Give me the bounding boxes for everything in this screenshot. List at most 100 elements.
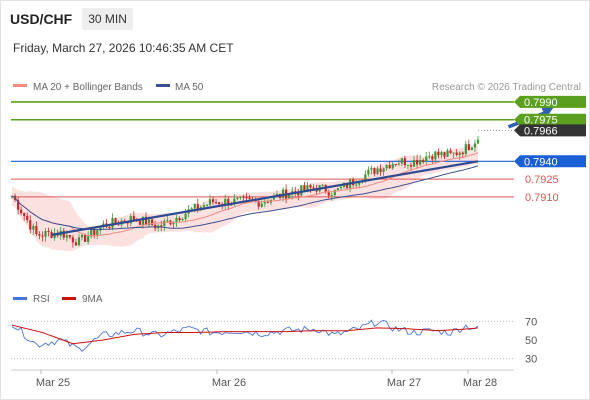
candle <box>443 151 446 160</box>
candle-body <box>358 182 361 185</box>
candle-body <box>406 164 410 166</box>
legend-swatch-9ma <box>62 297 76 300</box>
candle <box>437 148 440 159</box>
candle-body <box>141 216 145 225</box>
candle <box>23 212 26 221</box>
x-tick-label-1: Mar 26 <box>212 377 246 389</box>
candle-body <box>227 199 230 206</box>
candle-body <box>297 192 300 196</box>
candle-body <box>90 228 93 237</box>
candle-body <box>443 152 446 157</box>
candle-body <box>160 225 163 227</box>
candle <box>406 164 410 170</box>
candle-body <box>35 225 38 234</box>
candle-body <box>181 219 184 221</box>
candle <box>62 227 65 241</box>
candle-body <box>467 144 470 151</box>
legend-label-9ma: 9MA <box>82 294 103 305</box>
candle-body <box>382 168 385 173</box>
candle <box>455 149 458 157</box>
candle <box>388 160 391 169</box>
candle-body <box>236 197 239 199</box>
candle-body <box>80 234 84 238</box>
candle <box>373 167 376 177</box>
candle-body <box>288 194 291 199</box>
candle-body <box>446 150 449 157</box>
candle <box>339 186 343 191</box>
legend-swatch-ma50 <box>156 84 170 87</box>
candle <box>151 217 154 227</box>
candle <box>214 198 218 205</box>
candle-body <box>327 192 330 196</box>
candle-body <box>409 164 413 167</box>
candle-body <box>367 169 370 175</box>
candle-body <box>50 232 53 238</box>
candle-body <box>245 197 248 199</box>
candle <box>218 201 221 205</box>
x-tick-label-2: Mar 27 <box>387 377 421 389</box>
candle-body <box>163 220 166 227</box>
candle <box>163 218 166 232</box>
candle-body <box>214 202 218 204</box>
candle <box>473 139 477 153</box>
candle-body <box>452 152 455 154</box>
legend-label-ma20: MA 20 + Bollinger Bands <box>33 82 143 93</box>
candle-body <box>312 187 315 189</box>
candle-body <box>218 202 221 205</box>
candle <box>47 227 50 237</box>
candle-body <box>425 156 428 162</box>
candle-body <box>87 236 90 242</box>
candle-body <box>74 242 78 246</box>
candle-body <box>77 237 81 246</box>
candle-body <box>275 193 279 196</box>
chart-header: USD/CHF 30 MIN <box>10 7 133 31</box>
candle-body <box>339 186 343 189</box>
candle-body <box>373 167 376 174</box>
candle-body <box>166 220 169 222</box>
candle-body <box>202 205 205 208</box>
candle-body <box>178 217 181 221</box>
candle-body <box>38 233 41 236</box>
candle <box>397 159 400 166</box>
candle <box>431 154 434 164</box>
candle <box>181 217 184 222</box>
candle-body <box>461 152 464 155</box>
candle <box>96 229 99 239</box>
candle <box>425 151 428 166</box>
candle <box>370 165 373 175</box>
candle-body <box>108 227 111 229</box>
candle-body <box>266 202 269 204</box>
candle-body <box>96 230 99 235</box>
candle <box>178 216 181 223</box>
last-tag-2 <box>514 124 586 137</box>
candle-body <box>376 168 379 174</box>
candle-body <box>175 217 178 222</box>
candle-body <box>211 199 215 203</box>
candle-body <box>26 215 29 221</box>
candle <box>400 158 403 167</box>
candle-body <box>62 230 65 238</box>
trend-line <box>51 160 479 236</box>
candle-body <box>32 225 35 230</box>
candle-body <box>412 159 416 167</box>
candle <box>391 161 394 170</box>
legend-swatch-rsi <box>13 297 27 300</box>
candle-body <box>239 196 242 198</box>
candle-body <box>333 189 336 196</box>
candle-body <box>476 139 480 144</box>
candle-body <box>242 196 245 198</box>
period-button[interactable]: 30 MIN <box>82 8 133 30</box>
target-label-0: 0.7990 <box>514 95 586 109</box>
candle-body <box>455 152 458 155</box>
candle-body <box>144 216 148 226</box>
candle-body <box>99 226 102 231</box>
candle <box>166 216 169 223</box>
support-label-4: 0.7925 <box>525 174 559 186</box>
x-tick-label-3: Mar 28 <box>463 377 497 389</box>
candle-body <box>428 156 431 158</box>
candle <box>422 158 425 164</box>
candle <box>376 166 379 175</box>
candle <box>239 196 242 200</box>
pivot-label-3: 0.7940 <box>514 155 586 168</box>
candle <box>208 194 212 209</box>
